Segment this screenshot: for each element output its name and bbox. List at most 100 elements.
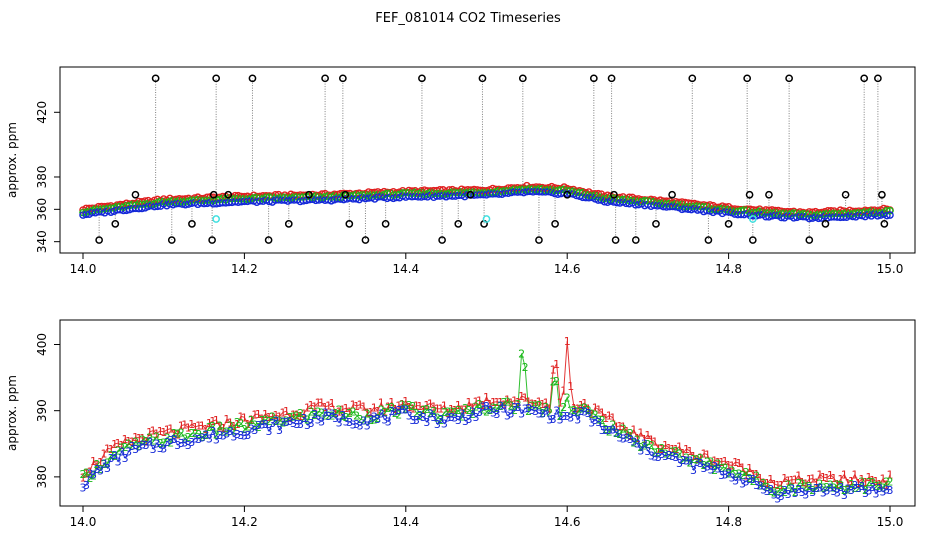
series-1-marker: 1 — [529, 397, 536, 410]
series-3-marker: 3 — [94, 463, 101, 476]
series-2-marker: 2 — [216, 420, 223, 433]
series-3-marker: 3 — [879, 486, 886, 499]
series-2-marker: 2 — [676, 448, 683, 461]
series-1-marker: 1 — [364, 407, 371, 420]
series-2-marker: 2 — [764, 481, 771, 494]
series-2-marker: 2 — [802, 480, 809, 493]
series-3-marker: 3 — [620, 432, 627, 445]
series-2-marker: 2 — [858, 476, 865, 489]
series-3-marker: 3 — [553, 405, 560, 418]
series-1-marker: 1 — [444, 407, 451, 420]
series-3-marker: 3 — [578, 405, 585, 418]
series-3-marker: 3 — [315, 413, 322, 426]
series-3-marker: 3 — [339, 409, 346, 422]
series-1-marker: 1 — [465, 396, 472, 409]
series-1-marker: 1 — [578, 399, 585, 412]
series-2-marker: 2 — [462, 402, 469, 415]
series-2-marker: 2 — [385, 402, 392, 415]
series-1-marker: 1 — [683, 443, 690, 456]
series-3-marker: 3 — [830, 485, 837, 498]
series-1-marker: 1 — [592, 402, 599, 415]
series-1-marker: 1 — [760, 477, 767, 490]
series-3-marker: 3 — [872, 487, 879, 500]
series-2-marker: 2 — [455, 404, 462, 417]
series-1-marker: 1 — [437, 403, 444, 416]
series-2-marker: 2 — [318, 407, 325, 420]
series-2-marker: 2 — [578, 403, 585, 416]
series-2-marker: 2 — [311, 409, 318, 422]
series-2-marker: 2 — [655, 446, 662, 459]
series-3-marker: 3 — [827, 482, 834, 495]
outlier-point — [131, 190, 140, 199]
series-2-marker: 2 — [294, 410, 301, 423]
series-1-marker: 1 — [118, 439, 125, 452]
series-1-marker: 1 — [813, 477, 820, 490]
series-1-marker: 1 — [557, 397, 564, 410]
series-1-marker: 1 — [883, 479, 890, 492]
series-1-marker: 1 — [241, 411, 248, 424]
series-3-marker: 3 — [111, 449, 118, 462]
series-3-marker: 3 — [104, 462, 111, 475]
outlier-point — [224, 190, 233, 199]
series-3-marker: 3 — [378, 407, 385, 420]
series-3-marker: 3 — [518, 407, 525, 420]
series-2-marker: 2 — [125, 437, 132, 450]
series-1-marker: 1 — [844, 477, 851, 490]
series-3-marker: 3 — [234, 428, 241, 441]
series-2-marker: 2 — [244, 421, 251, 434]
top-y-tick-label: 340 — [35, 230, 49, 253]
series-3-marker: 3 — [171, 433, 178, 446]
series-3-marker: 3 — [388, 405, 395, 418]
series-1-marker: 1 — [648, 434, 655, 447]
series-3-marker: 3 — [501, 403, 508, 416]
series-3-marker: 3 — [469, 406, 476, 419]
series-1-marker: 1 — [325, 400, 332, 413]
series-2-marker: 2 — [483, 405, 490, 418]
series-1-marker: 1 — [90, 455, 97, 468]
series-2-marker: 2 — [332, 407, 339, 420]
series-2-marker: 2 — [357, 413, 364, 426]
series-3-marker: 3 — [230, 431, 237, 444]
series-1-marker: 1 — [739, 462, 746, 475]
series-1-marker: 1 — [206, 417, 213, 430]
series-2-marker: 2 — [87, 472, 94, 485]
series-3-marker: 3 — [297, 418, 304, 431]
series-2-marker: 2 — [567, 405, 574, 418]
series-3-marker: 3 — [585, 407, 592, 420]
series-3-marker: 3 — [143, 439, 150, 452]
series-2-marker: 2 — [550, 376, 557, 389]
series-3-marker: 3 — [539, 408, 546, 421]
series-1-marker: 1 — [479, 399, 486, 412]
outlier-point — [607, 74, 616, 83]
series-3-marker: 3 — [592, 414, 599, 427]
series-1-marker: 1 — [458, 403, 465, 416]
series-2-marker: 2 — [637, 441, 644, 454]
series-3-marker: 3 — [732, 475, 739, 488]
series-3-marker: 3 — [462, 415, 469, 428]
series-3-marker: 3 — [357, 419, 364, 432]
bottom-data-marks: 1111111111111111111111111111111111111111… — [80, 335, 894, 505]
series-3-marker: 3 — [757, 480, 764, 493]
series-3-marker: 3 — [711, 460, 718, 473]
series-2-marker: 2 — [360, 414, 367, 427]
series-2-marker: 2 — [841, 484, 848, 497]
series-2-marker: 2 — [451, 406, 458, 419]
series-2-marker: 2 — [272, 415, 279, 428]
series-2-marker: 2 — [602, 423, 609, 436]
series-1-marker: 1 — [865, 471, 872, 484]
bottom-axes: 14.0 14.2 14.4 14.6 14.8 15.0 380 390 400 — [35, 333, 903, 529]
series-2-marker: 2 — [813, 482, 820, 495]
series-2-marker: 2 — [564, 391, 571, 404]
outlier-point — [724, 220, 733, 228]
outlier-point — [563, 190, 572, 199]
series-1-marker: 1 — [371, 401, 378, 414]
series-1-marker: 1 — [539, 398, 546, 411]
series-2-marker: 2 — [708, 455, 715, 468]
series-1-marker: 1 — [690, 450, 697, 463]
series-2-marker: 2 — [143, 435, 150, 448]
series-2-marker: 2 — [399, 399, 406, 412]
series-2-marker: 2 — [539, 407, 546, 420]
series-2-marker: 2 — [630, 436, 637, 449]
series-1-marker: 1 — [694, 453, 701, 466]
series-3-marker: 3 — [609, 424, 616, 437]
